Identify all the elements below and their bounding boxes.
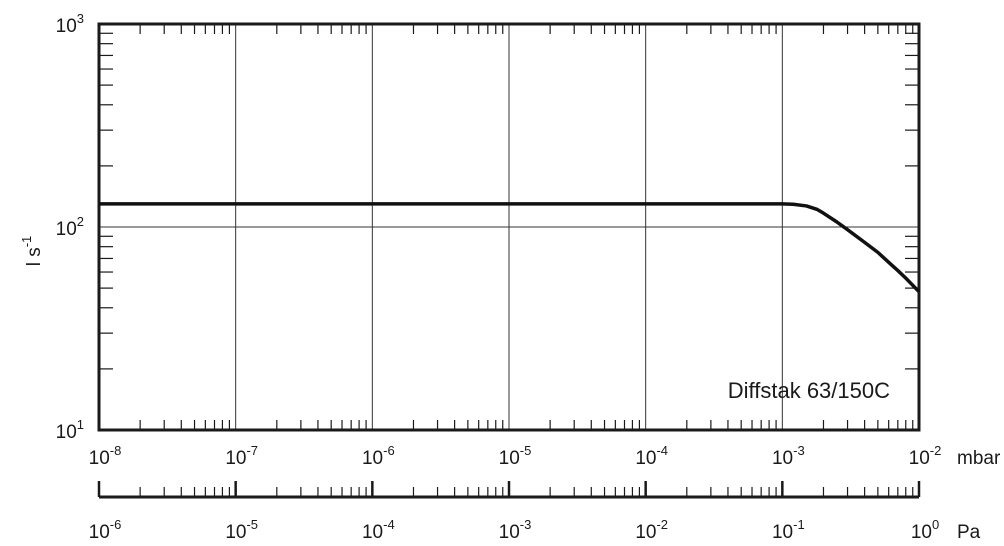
x2-tick-label: 10-6: [89, 517, 122, 543]
x2-tick-label-exponent: -3: [520, 517, 532, 532]
x2-tick-label-exponent: -1: [793, 517, 805, 532]
x-tick-labels-pa: 10-6 10-5 10-4 10-3 10-2 10-1 100: [89, 517, 940, 543]
x2-tick-label-base: 10: [362, 522, 383, 543]
y-tick-label-exponent: 3: [77, 11, 84, 26]
x-tick-label-base: 10: [499, 448, 520, 469]
x-tick-label-base: 10: [225, 448, 246, 469]
x-tick-label-exponent: -3: [793, 443, 805, 458]
x-unit-label-pa: Pa: [957, 522, 981, 543]
x-tick-label-base: 10: [772, 448, 793, 469]
x2-tick-label: 10-2: [635, 517, 668, 543]
x2-tick-label-base: 10: [911, 522, 932, 543]
plot-frame: [97, 22, 921, 432]
pump-model-annotation: Diffstak 63/150C: [728, 378, 890, 403]
x-tick-label-base: 10: [909, 448, 930, 469]
x2-tick-label: 10-1: [772, 517, 805, 543]
x-tick-label-base: 10: [635, 448, 656, 469]
x2-tick-label-exponent: -4: [383, 517, 395, 532]
x-tick-label: 10-4: [635, 443, 668, 469]
pa-axis: [97, 481, 921, 499]
y-tick-label: 101: [56, 417, 84, 443]
x2-tick-label-exponent: -6: [110, 517, 122, 532]
y-tick-label-base: 10: [56, 219, 77, 240]
x2-tick-label-exponent: -2: [656, 517, 668, 532]
x-tick-label-exponent: -5: [520, 443, 532, 458]
x-tick-label-base: 10: [362, 448, 383, 469]
x2-tick-label-base: 10: [772, 522, 793, 543]
x2-tick-label-base: 10: [635, 522, 656, 543]
x-tick-label-exponent: -2: [930, 443, 942, 458]
x2-tick-label-exponent: 0: [932, 517, 939, 532]
x2-tick-label-base: 10: [499, 522, 520, 543]
x2-tick-label-exponent: -5: [246, 517, 258, 532]
y-tick-label: 102: [56, 214, 84, 240]
y-tick-label-base: 10: [56, 16, 77, 37]
x2-tick-label: 10-3: [499, 517, 532, 543]
y-axis-label-exponent: -1: [19, 236, 34, 248]
y-tick-label-exponent: 2: [77, 214, 84, 229]
x-tick-label-exponent: -7: [246, 443, 258, 458]
x-tick-labels-mbar: 10-8 10-7 10-6 10-5 10-4 10-3 10-2: [89, 443, 942, 469]
x-tick-label: 10-2: [909, 443, 942, 469]
x2-tick-label: 10-4: [362, 517, 395, 543]
minor-ticks: [99, 24, 919, 430]
series-line-pumping-speed: [99, 202, 921, 293]
y-axis-label-base: l s: [24, 247, 45, 266]
x2-tick-label: 10-5: [225, 517, 258, 543]
x2-tick-label: 100: [911, 517, 939, 543]
x-tick-label: 10-5: [499, 443, 532, 469]
y-tick-label-base: 10: [56, 422, 77, 443]
x-tick-label-exponent: -6: [383, 443, 395, 458]
x-tick-label: 10-3: [772, 443, 805, 469]
grid-lines: [99, 24, 919, 430]
x-tick-label: 10-7: [225, 443, 258, 469]
x-tick-label-base: 10: [89, 448, 110, 469]
x-unit-label-mbar: mbar: [957, 448, 1001, 469]
x-tick-label-exponent: -8: [110, 443, 122, 458]
x-tick-label: 10-8: [89, 443, 122, 469]
x2-tick-label-base: 10: [89, 522, 110, 543]
x2-tick-label-base: 10: [225, 522, 246, 543]
y-axis-label: l s-1: [19, 236, 45, 267]
x-tick-label-exponent: -4: [656, 443, 668, 458]
x-tick-label: 10-6: [362, 443, 395, 469]
y-tick-label-exponent: 1: [77, 417, 84, 432]
y-tick-label: 103: [56, 11, 84, 37]
